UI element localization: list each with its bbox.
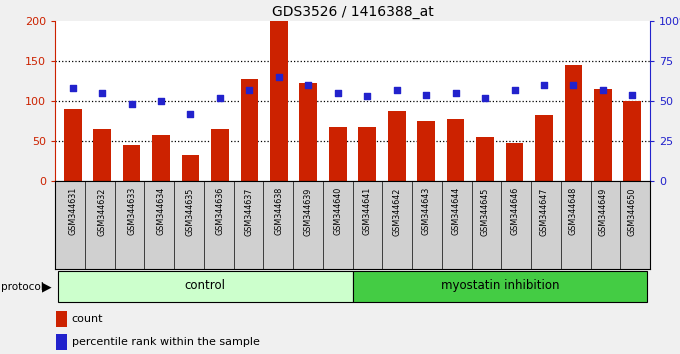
Bar bbox=[58, 271, 352, 302]
Text: GSM344644: GSM344644 bbox=[451, 187, 460, 235]
Point bbox=[185, 111, 196, 116]
Point bbox=[450, 90, 461, 96]
Point bbox=[568, 82, 579, 88]
Text: GSM344642: GSM344642 bbox=[392, 187, 401, 235]
Bar bbox=[624, 101, 641, 181]
Text: percentile rank within the sample: percentile rank within the sample bbox=[71, 337, 260, 347]
Text: GSM344631: GSM344631 bbox=[68, 187, 77, 235]
Text: GSM344633: GSM344633 bbox=[127, 187, 136, 235]
Text: myostatin inhibition: myostatin inhibition bbox=[441, 279, 559, 292]
Text: protocol: protocol bbox=[1, 281, 44, 291]
Bar bbox=[358, 127, 376, 181]
Text: GSM344637: GSM344637 bbox=[245, 187, 254, 235]
Bar bbox=[329, 127, 347, 181]
Point bbox=[598, 87, 609, 93]
Text: GSM344643: GSM344643 bbox=[422, 187, 430, 235]
Bar bbox=[64, 109, 82, 181]
Point bbox=[479, 95, 490, 101]
Point bbox=[126, 101, 137, 107]
Text: GSM344641: GSM344641 bbox=[362, 187, 372, 235]
Point bbox=[214, 95, 225, 101]
Bar bbox=[93, 129, 111, 181]
Text: GSM344646: GSM344646 bbox=[510, 187, 519, 235]
Bar bbox=[388, 110, 405, 181]
Point bbox=[539, 82, 549, 88]
Point bbox=[303, 82, 313, 88]
Text: GSM344635: GSM344635 bbox=[186, 187, 195, 235]
Bar bbox=[56, 310, 67, 326]
Text: GSM344647: GSM344647 bbox=[539, 187, 549, 235]
Text: GSM344649: GSM344649 bbox=[598, 187, 607, 235]
Point bbox=[391, 87, 402, 93]
Text: GSM344648: GSM344648 bbox=[569, 187, 578, 235]
Title: GDS3526 / 1416388_at: GDS3526 / 1416388_at bbox=[271, 5, 433, 19]
Bar bbox=[182, 155, 199, 181]
Bar bbox=[241, 79, 258, 181]
Bar bbox=[564, 65, 582, 181]
Point bbox=[421, 92, 432, 97]
Text: control: control bbox=[185, 279, 226, 292]
Text: GSM344640: GSM344640 bbox=[333, 187, 342, 235]
Point bbox=[333, 90, 343, 96]
Point bbox=[627, 92, 638, 97]
Point bbox=[156, 98, 167, 104]
Point bbox=[509, 87, 520, 93]
Text: GSM344639: GSM344639 bbox=[304, 187, 313, 235]
Text: ▶: ▶ bbox=[42, 280, 52, 293]
Text: GSM344638: GSM344638 bbox=[274, 187, 284, 235]
Bar bbox=[299, 82, 317, 181]
Text: count: count bbox=[71, 314, 103, 324]
Bar bbox=[56, 334, 67, 350]
Bar bbox=[152, 135, 170, 181]
Point bbox=[273, 74, 284, 80]
Bar bbox=[418, 121, 435, 181]
Bar bbox=[535, 115, 553, 181]
Bar bbox=[270, 21, 288, 181]
Bar bbox=[211, 129, 228, 181]
Point bbox=[244, 87, 255, 93]
Bar bbox=[476, 137, 494, 181]
Text: GSM344645: GSM344645 bbox=[481, 187, 490, 235]
Text: GSM344632: GSM344632 bbox=[98, 187, 107, 235]
Point bbox=[362, 93, 373, 99]
Text: GSM344650: GSM344650 bbox=[628, 187, 637, 235]
Point bbox=[97, 90, 107, 96]
Bar bbox=[123, 145, 141, 181]
Text: GSM344636: GSM344636 bbox=[216, 187, 224, 235]
Text: GSM344634: GSM344634 bbox=[156, 187, 165, 235]
Bar bbox=[352, 271, 647, 302]
Bar bbox=[506, 143, 524, 181]
Point bbox=[67, 85, 78, 91]
Bar bbox=[447, 119, 464, 181]
Bar bbox=[594, 89, 612, 181]
